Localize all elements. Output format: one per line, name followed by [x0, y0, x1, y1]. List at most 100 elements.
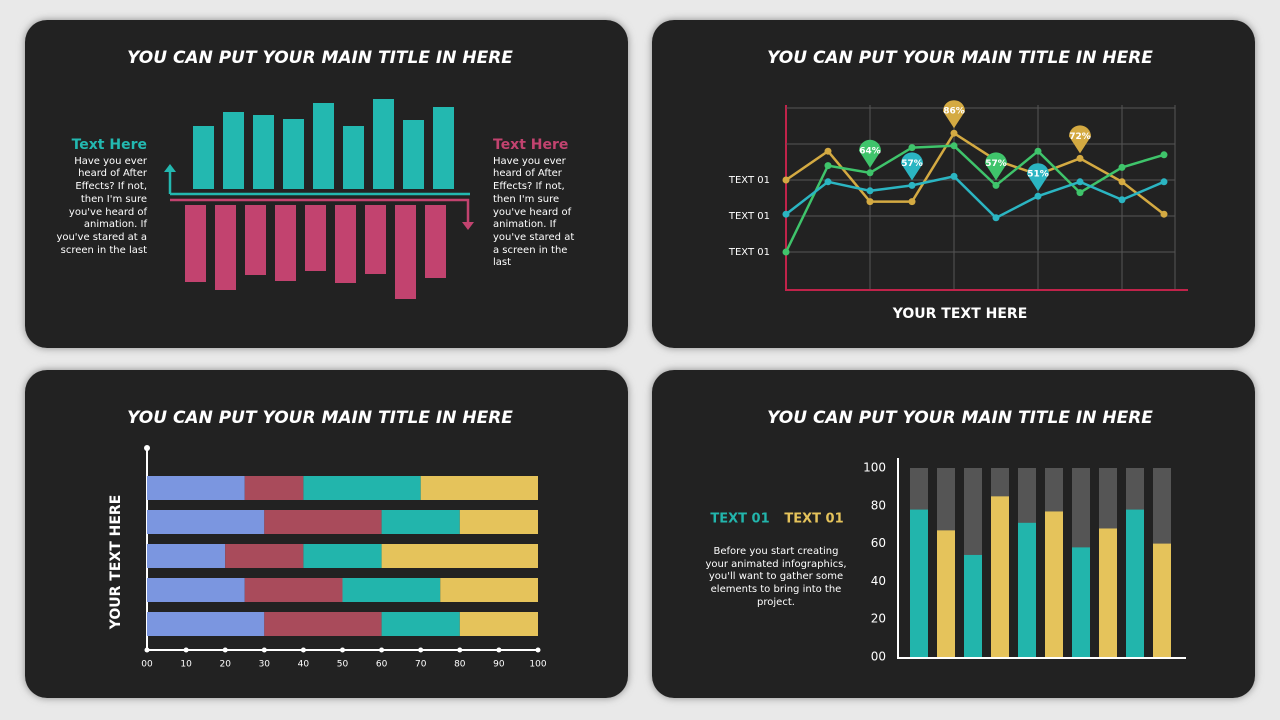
bar-segment [147, 510, 265, 534]
bar [343, 126, 364, 189]
bar [373, 99, 394, 189]
x-tick-label: 100 [529, 660, 546, 670]
annotation-title: Text Here [71, 137, 147, 153]
bar [275, 205, 296, 281]
y-tick-label: 100 [863, 461, 886, 475]
tick-mark [261, 647, 267, 653]
data-label: 57% [985, 159, 1007, 169]
point [992, 214, 1000, 222]
y-tick-label: TEXT 01 [728, 211, 770, 222]
data-label: 72% [1069, 132, 1091, 142]
point [908, 144, 916, 152]
bar [215, 205, 236, 290]
arrow-head [462, 222, 474, 230]
bar [395, 205, 416, 299]
x-axis-label: YOUR TEXT HERE [892, 306, 1028, 322]
bar-segment [225, 544, 304, 568]
point [950, 172, 958, 180]
annotation-text: Have you ever heard of After Effects? If… [56, 155, 147, 256]
tick-mark [340, 647, 345, 653]
text-block: Text Here Have you ever heard of After E… [493, 137, 583, 270]
point [782, 248, 790, 256]
bar-segment [244, 578, 343, 602]
x-tick-label: 60 [376, 660, 388, 670]
legend-entry: TEXT 01 [710, 512, 769, 527]
bar-segment [342, 578, 441, 602]
x-tick-label: 80 [454, 660, 466, 670]
point [1118, 196, 1126, 204]
x-tick-label: 10 [180, 660, 192, 670]
point [866, 169, 874, 177]
point [1076, 178, 1084, 186]
tick-mark [418, 647, 424, 653]
bar-segment [264, 510, 382, 534]
bar-segment [147, 578, 245, 602]
bar-segment [147, 544, 226, 568]
label-pin [985, 152, 1007, 181]
axis-arrow [168, 170, 470, 196]
bar [245, 205, 266, 275]
tick-mark [379, 647, 385, 653]
bar-segment [440, 578, 538, 602]
tick-mark [222, 647, 228, 653]
text-block: Text Here Have you ever heard of After E… [55, 137, 147, 257]
label-pin [859, 139, 881, 168]
bar [305, 205, 326, 271]
annotation-text: Have you ever heard of After Effects? If… [493, 155, 575, 269]
bar [193, 126, 214, 189]
data-label: 57% [901, 159, 923, 169]
tick-mark [535, 647, 541, 653]
point [824, 162, 832, 170]
point [1076, 189, 1084, 197]
point [992, 181, 1000, 189]
point [782, 210, 790, 218]
bar-segment [147, 476, 245, 500]
label-pin [943, 100, 965, 129]
axis-arrow [170, 198, 470, 224]
point [1160, 210, 1168, 218]
point [1076, 154, 1084, 162]
bar-segment [381, 612, 460, 636]
x-tick-label: 30 [259, 660, 271, 670]
data-label: 86% [943, 107, 965, 117]
bar-segment [420, 476, 538, 500]
y-tick-label: 20 [871, 612, 886, 626]
bar [910, 509, 928, 657]
axis-end [144, 445, 150, 451]
bar [313, 103, 334, 189]
y-axis-label: YOUR TEXT HERE [108, 495, 124, 631]
point [866, 198, 874, 206]
point [1118, 163, 1126, 171]
tick-mark [300, 647, 306, 653]
label-pin [901, 152, 923, 181]
x-tick-label: 50 [337, 660, 349, 670]
point [1160, 178, 1168, 186]
data-label: 64% [859, 146, 881, 156]
x-tick-label: 70 [415, 660, 427, 670]
point [824, 147, 832, 155]
annotation-title: Text Here [493, 137, 569, 153]
point [782, 176, 790, 184]
bar [1099, 528, 1117, 657]
bar [185, 205, 206, 282]
bar [425, 205, 446, 278]
y-tick-label: TEXT 01 [728, 247, 770, 258]
point [824, 178, 832, 186]
label-pin [1069, 125, 1091, 154]
title: YOU CAN PUT YOUR MAIN TITLE IN HERE [767, 48, 1153, 68]
data-label: 51% [1027, 170, 1049, 180]
point [866, 187, 874, 195]
line [785, 175, 1165, 220]
bar-segment [459, 510, 538, 534]
tick-mark [457, 647, 463, 653]
bar [433, 107, 454, 189]
point [950, 142, 958, 150]
y-tick-label: TEXT 01 [728, 175, 770, 186]
title: YOU CAN PUT YOUR MAIN TITLE IN HERE [767, 408, 1153, 428]
y-tick-label: 60 [871, 536, 886, 550]
bar [1153, 543, 1171, 657]
axis [897, 458, 1186, 659]
bar-segment [147, 612, 265, 636]
